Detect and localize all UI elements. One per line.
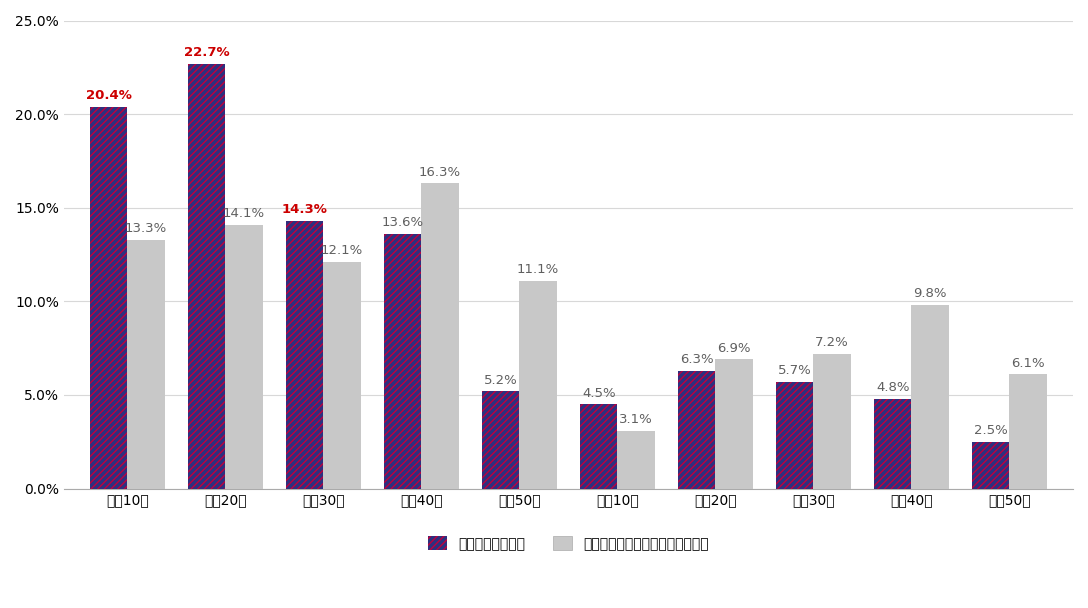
Text: 2.5%: 2.5% (974, 424, 1007, 437)
Text: 22.7%: 22.7% (184, 46, 230, 59)
Text: 6.1%: 6.1% (1011, 357, 1044, 370)
Bar (225, 224, 262, 489)
Text: 6.3%: 6.3% (680, 353, 714, 366)
Text: 11.1%: 11.1% (517, 263, 559, 276)
Text: 6.9%: 6.9% (717, 342, 751, 354)
Text: 16.3%: 16.3% (419, 166, 461, 179)
Text: 20.4%: 20.4% (86, 89, 132, 102)
Bar (715, 359, 753, 489)
Text: 7.2%: 7.2% (815, 336, 849, 349)
Legend: 国立競技場来場者, ノエビアスタジアム神戸ユーザー: 国立競技場来場者, ノエビアスタジアム神戸ユーザー (422, 531, 715, 556)
Bar (286, 221, 323, 489)
Bar (972, 442, 1010, 489)
Text: 5.2%: 5.2% (484, 373, 518, 387)
Text: 9.8%: 9.8% (913, 288, 947, 300)
Bar (678, 371, 715, 489)
Text: 14.1%: 14.1% (223, 207, 265, 220)
Bar (1010, 375, 1047, 489)
Bar (874, 399, 912, 489)
Bar (127, 240, 164, 489)
Bar (188, 64, 225, 489)
Text: 3.1%: 3.1% (619, 413, 653, 426)
Bar (580, 404, 617, 489)
Text: 13.6%: 13.6% (382, 216, 424, 229)
Bar (519, 281, 557, 489)
Bar (384, 234, 421, 489)
Text: 12.1%: 12.1% (321, 244, 363, 257)
Bar (90, 106, 127, 489)
Text: 4.5%: 4.5% (582, 387, 616, 399)
Text: 5.7%: 5.7% (778, 364, 812, 377)
Bar (776, 382, 814, 489)
Bar (617, 430, 655, 489)
Bar (912, 305, 949, 489)
Bar (421, 184, 459, 489)
Bar (482, 391, 519, 489)
Bar (323, 262, 360, 489)
Text: 4.8%: 4.8% (876, 381, 910, 394)
Text: 14.3%: 14.3% (282, 203, 327, 216)
Bar (814, 354, 851, 489)
Text: 13.3%: 13.3% (125, 222, 168, 235)
